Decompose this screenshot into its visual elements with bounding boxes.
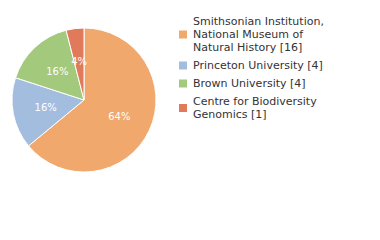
svg-text:Genomics [1]: Genomics [1]	[193, 108, 267, 121]
svg-text:National Museum of: National Museum of	[193, 28, 307, 41]
svg-text:16%: 16%	[46, 66, 68, 77]
svg-text:Princeton University [4]: Princeton University [4]	[193, 59, 323, 72]
svg-text:4%: 4%	[71, 56, 87, 67]
svg-text:16%: 16%	[35, 102, 57, 113]
svg-text:Brown University [4]: Brown University [4]	[193, 77, 306, 90]
svg-text:Centre for Biodiversity: Centre for Biodiversity	[193, 95, 320, 108]
svg-text:64%: 64%	[108, 111, 130, 122]
svg-text:Natural History [16]: Natural History [16]	[193, 41, 302, 54]
svg-text:Smithsonian Institution,: Smithsonian Institution,	[193, 15, 327, 28]
